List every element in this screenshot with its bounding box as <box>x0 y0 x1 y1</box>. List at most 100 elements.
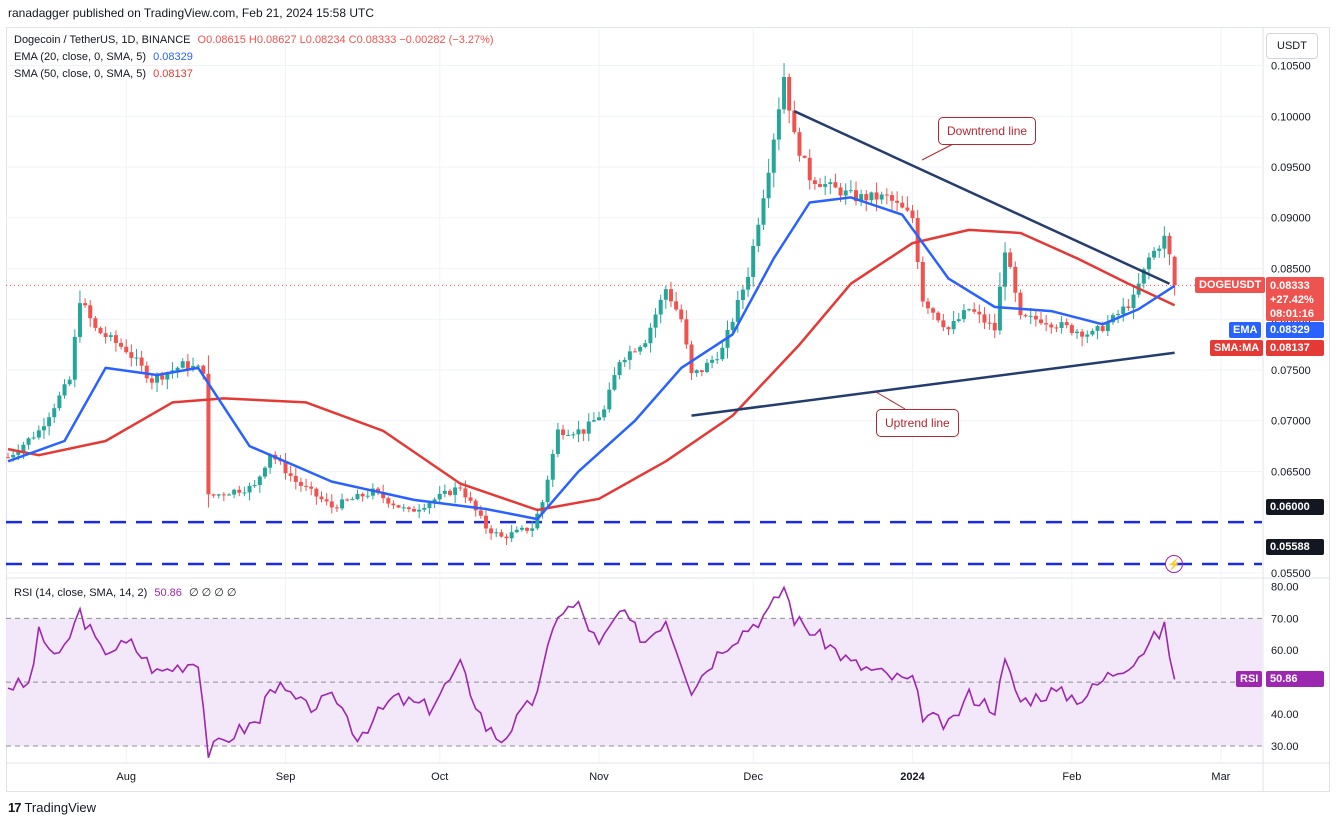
candle-body <box>345 499 350 501</box>
candle-body <box>257 476 262 485</box>
legend-ema-row[interactable]: EMA (20, close, 0, SMA, 5) 0.08329 <box>14 51 193 63</box>
candle-body <box>848 190 853 192</box>
candle-body <box>679 309 684 320</box>
candle-body <box>1013 266 1018 293</box>
candle-body <box>972 309 977 312</box>
candle-body <box>340 499 345 509</box>
candle-body <box>869 192 874 201</box>
candle-body <box>1116 314 1121 316</box>
rsi-tick-40.00: 40.00 <box>1271 709 1299 721</box>
candle-body <box>730 321 735 330</box>
candle-body <box>185 361 190 370</box>
tradingview-logo[interactable]: 17 TradingView <box>8 800 96 815</box>
ema-tag-label: EMA <box>1229 322 1262 338</box>
candle-body <box>951 321 956 330</box>
candle-body <box>499 532 504 537</box>
candle-body <box>525 527 530 531</box>
candle-body <box>62 384 67 396</box>
candle-body <box>910 210 915 219</box>
candle-body <box>977 311 982 315</box>
candle-body <box>566 435 571 437</box>
candle-body <box>956 319 961 322</box>
candle-body <box>242 492 247 494</box>
candle-body <box>787 76 792 111</box>
candle-body <box>905 207 910 211</box>
x-tick-Dec: Dec <box>743 771 763 783</box>
rsi-line <box>7 585 1176 758</box>
candle-body <box>884 194 889 196</box>
candle-body <box>561 429 566 436</box>
candle-body <box>52 408 57 418</box>
candle-body <box>1100 326 1105 331</box>
x-tick-Feb: Feb <box>1062 771 1081 783</box>
candle-body <box>519 527 524 530</box>
candle-body <box>406 507 411 510</box>
legend-rsi-row[interactable]: RSI (14, close, SMA, 14, 2) 50.86 ∅ ∅ ∅ … <box>14 586 236 599</box>
candle-body <box>77 303 82 337</box>
rsi-tag-value: 50.86 <box>1266 671 1324 687</box>
uptrend-callout: Uptrend line <box>876 409 959 437</box>
candle-body <box>1080 331 1085 337</box>
flash-icon[interactable]: ⚡ <box>1165 555 1183 573</box>
legend-sma-value: 0.08137 <box>153 68 193 80</box>
candle-body <box>206 373 211 495</box>
candle-body <box>293 475 298 482</box>
y-tick-0.10000: 0.10000 <box>1271 111 1311 123</box>
legend-sma-row[interactable]: SMA (50, close, 0, SMA, 5) 0.08137 <box>14 68 193 80</box>
candle-body <box>961 310 966 320</box>
price-tag-countdown: 08:01:16 <box>1270 308 1315 320</box>
candle-body <box>504 536 509 539</box>
candle-body <box>98 327 103 334</box>
candle-body <box>509 532 514 539</box>
candle-body <box>155 375 160 383</box>
y-tick-0.07500: 0.07500 <box>1271 365 1311 377</box>
candle-body <box>1003 252 1008 287</box>
candle-body <box>766 172 771 199</box>
candle-body <box>776 109 781 140</box>
candle-body <box>376 488 381 493</box>
candle-body <box>1131 294 1136 308</box>
candle-body <box>309 486 314 489</box>
candle-body <box>298 481 303 486</box>
candle-body <box>920 262 925 302</box>
legend-symbol: Dogecoin / TetherUS, 1D, BINANCE <box>14 34 191 46</box>
candle-body <box>83 303 88 306</box>
legend-sma-label: SMA (50, close, 0, SMA, 5) <box>14 68 147 80</box>
candle-body <box>1064 322 1069 326</box>
candle-body <box>489 528 494 534</box>
candle-body <box>119 342 124 347</box>
candle-body <box>31 437 36 439</box>
candle-body <box>6 457 10 459</box>
candle-body <box>874 192 879 200</box>
candle-body <box>201 365 206 374</box>
candle-body <box>925 301 930 309</box>
candle-body <box>782 76 787 110</box>
candle-body <box>1152 250 1157 258</box>
candle-body <box>802 155 807 158</box>
candle-body <box>627 351 632 360</box>
y-tick-0.09000: 0.09000 <box>1271 213 1311 225</box>
candle-body <box>859 194 864 202</box>
candle-body <box>1167 235 1172 255</box>
downtrend-line <box>793 110 1171 285</box>
candle-body <box>1054 327 1059 329</box>
symbol-tag: DOGEUSDT <box>1195 277 1266 293</box>
candle-body <box>478 510 483 516</box>
candle-body <box>633 351 637 353</box>
candle-body <box>16 451 21 455</box>
candle-body <box>1157 248 1162 251</box>
candle-body <box>1141 269 1146 284</box>
y-tick-0.05500: 0.05500 <box>1271 568 1311 580</box>
candle-body <box>571 434 576 436</box>
candle-body <box>432 499 437 504</box>
candle-body <box>622 359 627 363</box>
candle-body <box>113 335 118 343</box>
currency-button[interactable]: USDT <box>1266 33 1318 59</box>
candle-body <box>653 314 658 328</box>
candle-body <box>889 195 894 201</box>
candle-body <box>463 488 468 498</box>
y-tick-0.10500: 0.10500 <box>1271 61 1311 73</box>
candle-body <box>740 289 745 300</box>
candle-body <box>165 373 170 380</box>
